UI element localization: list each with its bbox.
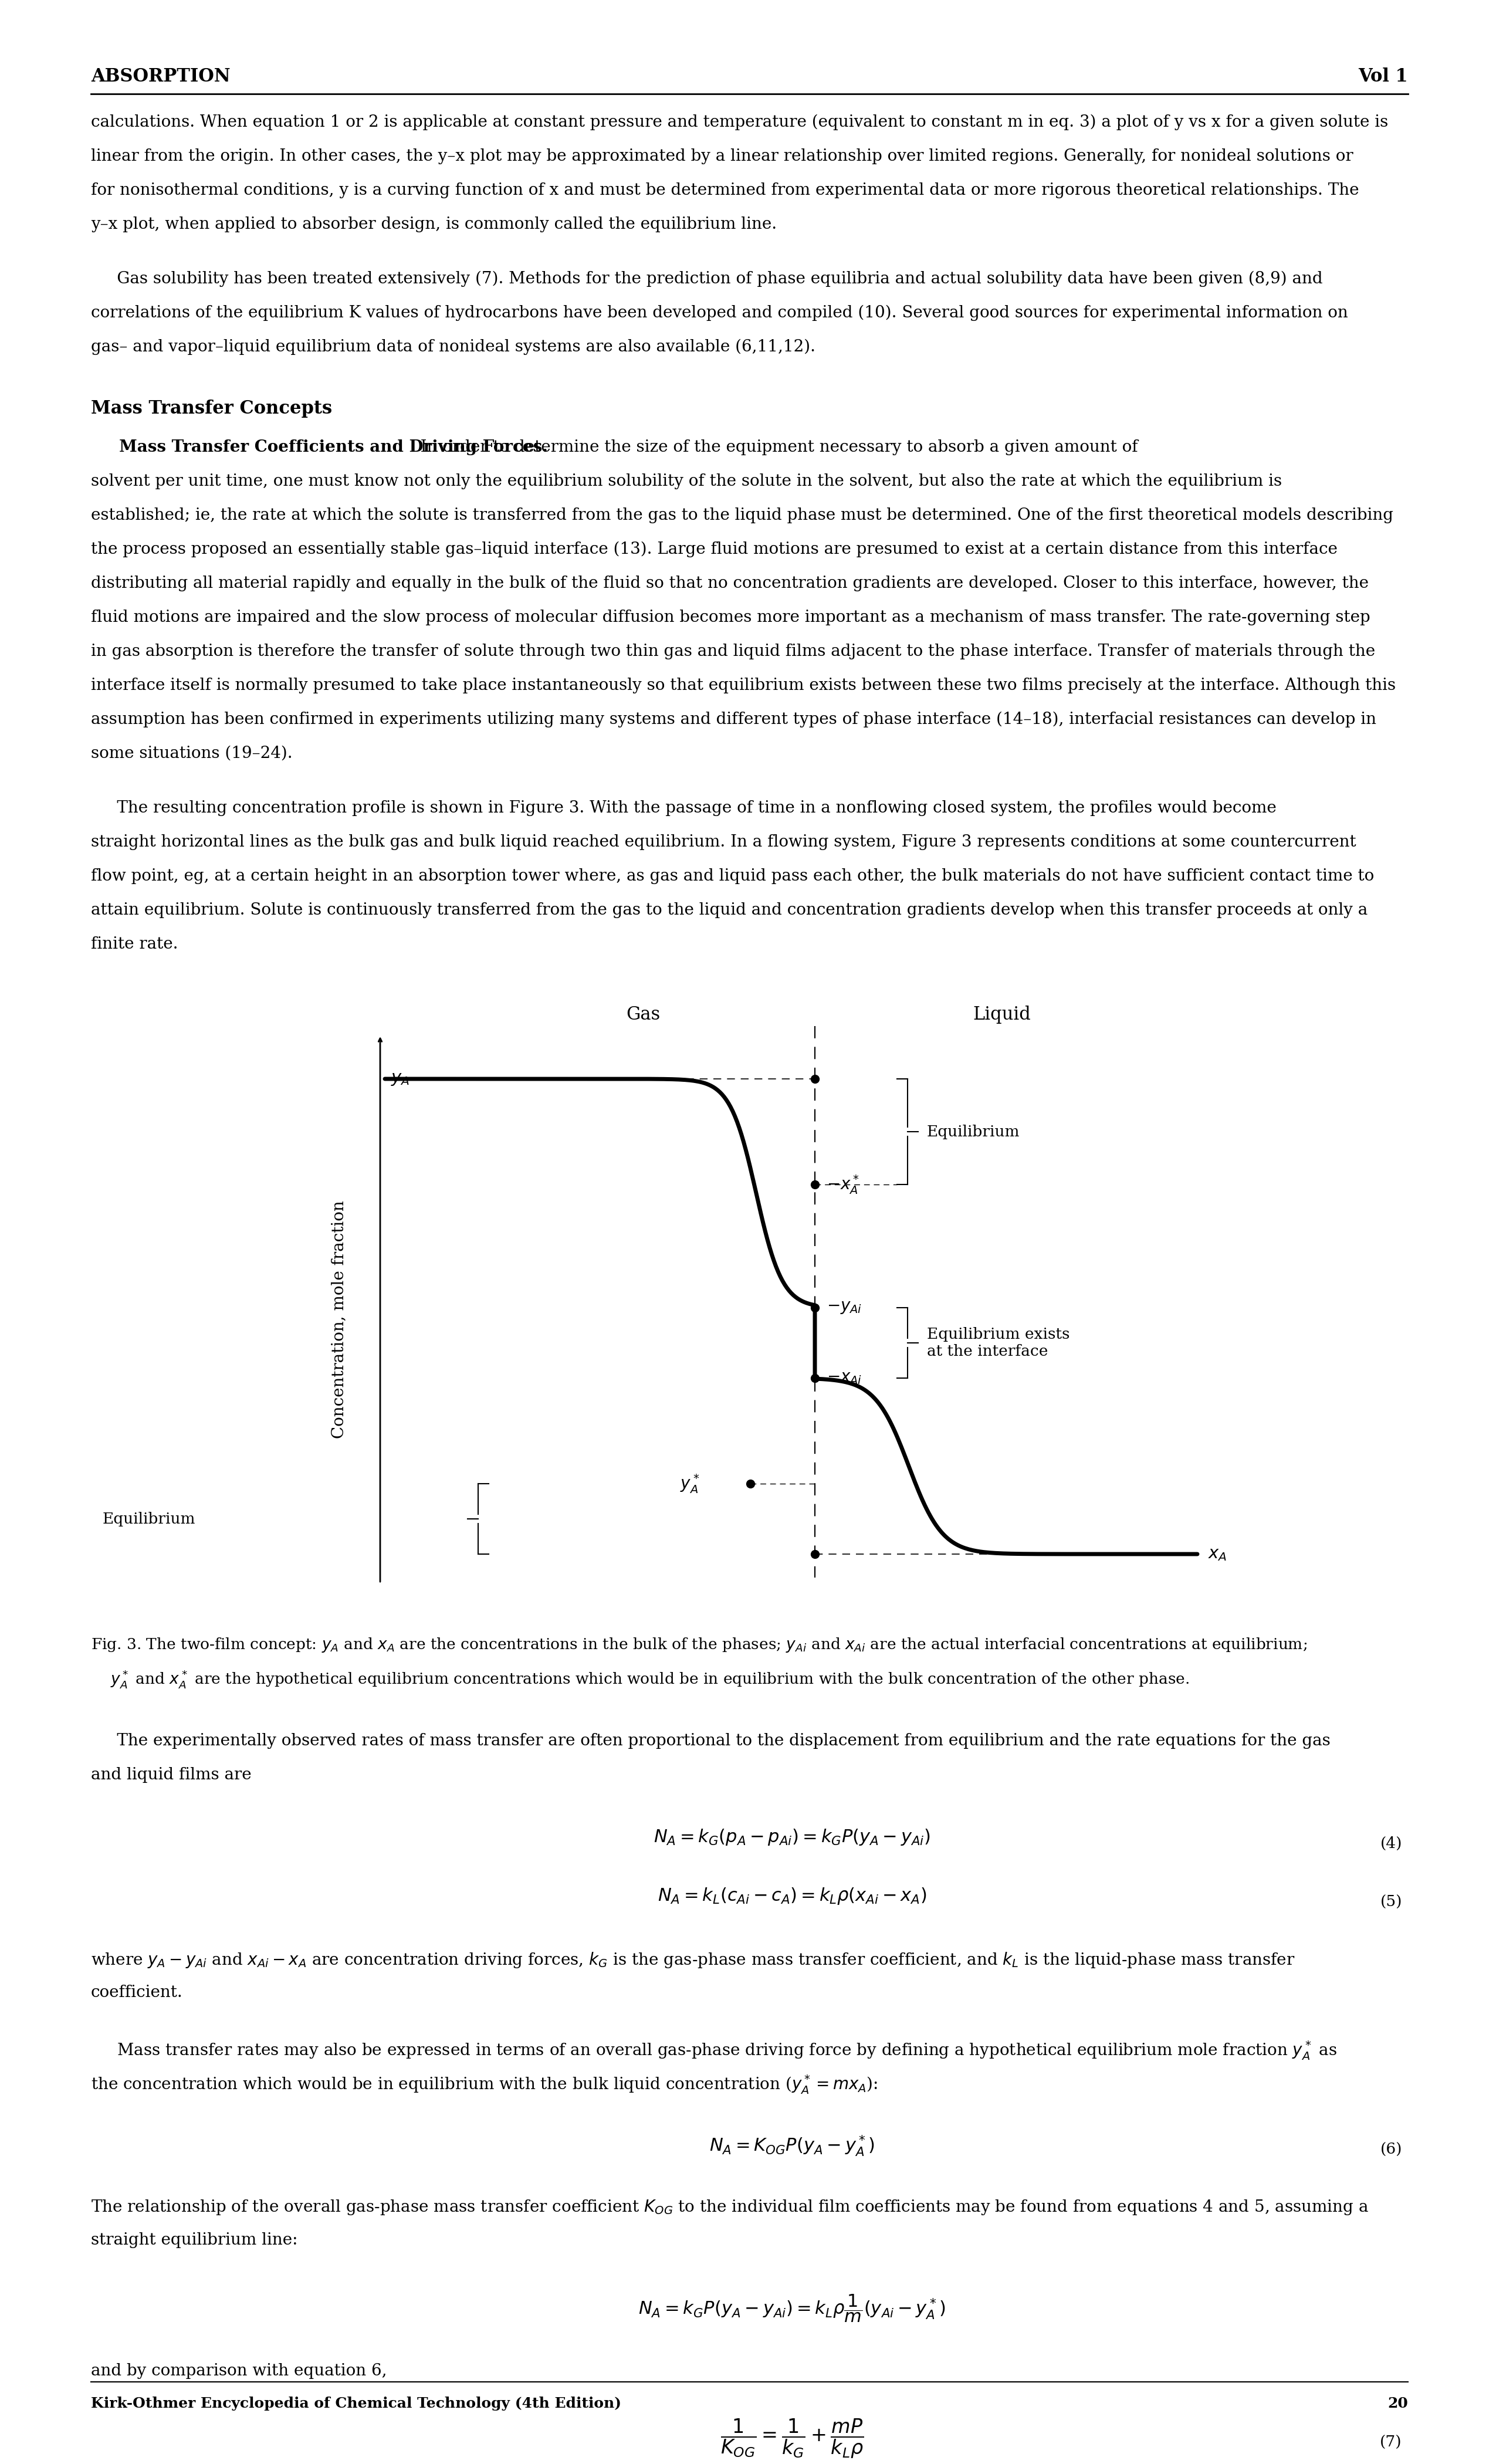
Text: calculations. When equation 1 or 2 is applicable at constant pressure and temper: calculations. When equation 1 or 2 is ap…: [91, 113, 1388, 131]
Text: ABSORPTION: ABSORPTION: [91, 67, 230, 86]
Text: the process proposed an essentially stable gas–liquid interface (13). Large flui: the process proposed an essentially stab…: [91, 542, 1337, 557]
Point: [803, 1289, 827, 1328]
Text: $y^*_A$: $y^*_A$: [681, 1473, 700, 1496]
Text: Equilibrium: Equilibrium: [103, 1510, 196, 1525]
Text: flow point, eg, at a certain height in an absorption tower where, as gas and liq: flow point, eg, at a certain height in a…: [91, 867, 1375, 885]
Text: The resulting concentration profile is shown in Figure 3. With the passage of ti: The resulting concentration profile is s…: [91, 801, 1276, 816]
Text: 20: 20: [1388, 2397, 1408, 2410]
Text: for nonisothermal conditions, y is a curving function of x and must be determine: for nonisothermal conditions, y is a cur…: [91, 182, 1358, 197]
Text: (6): (6): [1381, 2144, 1402, 2156]
Text: (4): (4): [1381, 1836, 1402, 1850]
Text: coefficient.: coefficient.: [91, 1984, 183, 2001]
Text: correlations of the equilibrium K values of hydrocarbons have been developed and: correlations of the equilibrium K values…: [91, 306, 1348, 320]
Text: $x_A$: $x_A$: [1207, 1545, 1227, 1562]
Point: [803, 1358, 827, 1397]
Text: some situations (19–24).: some situations (19–24).: [91, 747, 293, 761]
Text: $N_A = k_G(p_A - p_{Ai}) = k_GP(y_A - y_{Ai})$: $N_A = k_G(p_A - p_{Ai}) = k_GP(y_A - y_…: [654, 1828, 931, 1848]
Point: [803, 1165, 827, 1205]
Text: y–x plot, when applied to absorber design, is commonly called the equilibrium li: y–x plot, when applied to absorber desig…: [91, 217, 776, 232]
Text: In order to determine the size of the equipment necessary to absorb a given amou: In order to determine the size of the eq…: [405, 439, 1138, 456]
Text: $-x_{Ai}$: $-x_{Ai}$: [827, 1370, 862, 1385]
Text: in gas absorption is therefore the transfer of solute through two thin gas and l: in gas absorption is therefore the trans…: [91, 643, 1375, 660]
Point: [803, 1060, 827, 1099]
Text: finite rate.: finite rate.: [91, 936, 178, 951]
Text: Concentration, mole fraction: Concentration, mole fraction: [331, 1200, 347, 1439]
Text: where $y_A - y_{Ai}$ and $x_{Ai} - x_A$ are concentration driving forces, $k_G$ : where $y_A - y_{Ai}$ and $x_{Ai} - x_A$ …: [91, 1951, 1296, 1969]
Text: straight equilibrium line:: straight equilibrium line:: [91, 2232, 298, 2247]
Text: fluid motions are impaired and the slow process of molecular diffusion becomes m: fluid motions are impaired and the slow …: [91, 609, 1370, 626]
Text: $y^*_A$ and $x^*_A$ are the hypothetical equilibrium concentrations which would : $y^*_A$ and $x^*_A$ are the hypothetical…: [91, 1668, 1189, 1690]
Text: The relationship of the overall gas-phase mass transfer coefficient $K_{OG}$ to : The relationship of the overall gas-phas…: [91, 2198, 1369, 2218]
Text: the concentration which would be in equilibrium with the bulk liquid concentrati: the concentration which would be in equi…: [91, 2072, 878, 2094]
Text: and by comparison with equation 6,: and by comparison with equation 6,: [91, 2363, 387, 2378]
Point: [803, 1535, 827, 1574]
Text: gas– and vapor–liquid equilibrium data of nonideal systems are also available (6: gas– and vapor–liquid equilibrium data o…: [91, 340, 815, 355]
Text: Equilibrium exists
at the interface: Equilibrium exists at the interface: [928, 1328, 1070, 1358]
Text: $y_A$: $y_A$: [390, 1072, 410, 1087]
Text: Gas solubility has been treated extensively (7). Methods for the prediction of p: Gas solubility has been treated extensiv…: [91, 271, 1322, 288]
Text: $\dfrac{1}{K_{OG}} = \dfrac{1}{k_G} + \dfrac{mP}{k_L\rho}$: $\dfrac{1}{K_{OG}} = \dfrac{1}{k_G} + \d…: [720, 2417, 863, 2459]
Text: The experimentally observed rates of mass transfer are often proportional to the: The experimentally observed rates of mas…: [91, 1732, 1330, 1749]
Text: $-y_{Ai}$: $-y_{Ai}$: [827, 1301, 862, 1316]
Text: Liquid: Liquid: [972, 1005, 1031, 1023]
Text: attain equilibrium. Solute is continuously transferred from the gas to the liqui: attain equilibrium. Solute is continuous…: [91, 902, 1367, 919]
Text: Mass Transfer Coefficients and Driving Forces.: Mass Transfer Coefficients and Driving F…: [91, 439, 548, 456]
Text: established; ie, the rate at which the solute is transferred from the gas to the: established; ie, the rate at which the s…: [91, 508, 1393, 522]
Text: $N_A = k_GP(y_A - y_{Ai}) = k_L\rho\dfrac{1}{m}(y_{Ai} - y^*_A)$: $N_A = k_GP(y_A - y_{Ai}) = k_L\rho\dfra…: [639, 2292, 945, 2324]
Text: Mass Transfer Concepts: Mass Transfer Concepts: [91, 399, 332, 419]
Text: Vol 1: Vol 1: [1358, 67, 1408, 86]
Text: (5): (5): [1381, 1895, 1402, 1910]
Text: $-x^*_A$: $-x^*_A$: [827, 1173, 860, 1195]
Text: interface itself is normally presumed to take place instantaneously so that equi: interface itself is normally presumed to…: [91, 678, 1396, 692]
Text: Gas: Gas: [625, 1005, 660, 1023]
Text: Mass transfer rates may also be expressed in terms of an overall gas-phase drivi: Mass transfer rates may also be expresse…: [91, 2040, 1337, 2062]
Point: [739, 1464, 763, 1503]
Text: (7): (7): [1379, 2434, 1402, 2449]
Text: distributing all material rapidly and equally in the bulk of the fluid so that n: distributing all material rapidly and eq…: [91, 577, 1369, 591]
Text: linear from the origin. In other cases, the y–x plot may be approximated by a li: linear from the origin. In other cases, …: [91, 148, 1354, 165]
Text: Fig. 3. The two-film concept: $y_A$ and $x_A$ are the concentrations in the bulk: Fig. 3. The two-film concept: $y_A$ and …: [91, 1636, 1308, 1653]
Text: $N_A = K_{OG}P(y_A - y^*_A)$: $N_A = K_{OG}P(y_A - y^*_A)$: [709, 2134, 875, 2158]
Text: Kirk-Othmer Encyclopedia of Chemical Technology (4th Edition): Kirk-Othmer Encyclopedia of Chemical Tec…: [91, 2397, 621, 2410]
Text: Equilibrium: Equilibrium: [928, 1124, 1020, 1138]
Text: $N_A = k_L(c_{Ai} - c_A) = k_L\rho(x_{Ai} - x_A)$: $N_A = k_L(c_{Ai} - c_A) = k_L\rho(x_{Ai…: [658, 1885, 926, 1907]
Text: solvent per unit time, one must know not only the equilibrium solubility of the : solvent per unit time, one must know not…: [91, 473, 1282, 490]
Text: assumption has been confirmed in experiments utilizing many systems and differen: assumption has been confirmed in experim…: [91, 712, 1376, 727]
Text: and liquid films are: and liquid films are: [91, 1767, 251, 1784]
Text: straight horizontal lines as the bulk gas and bulk liquid reached equilibrium. I: straight horizontal lines as the bulk ga…: [91, 835, 1357, 850]
